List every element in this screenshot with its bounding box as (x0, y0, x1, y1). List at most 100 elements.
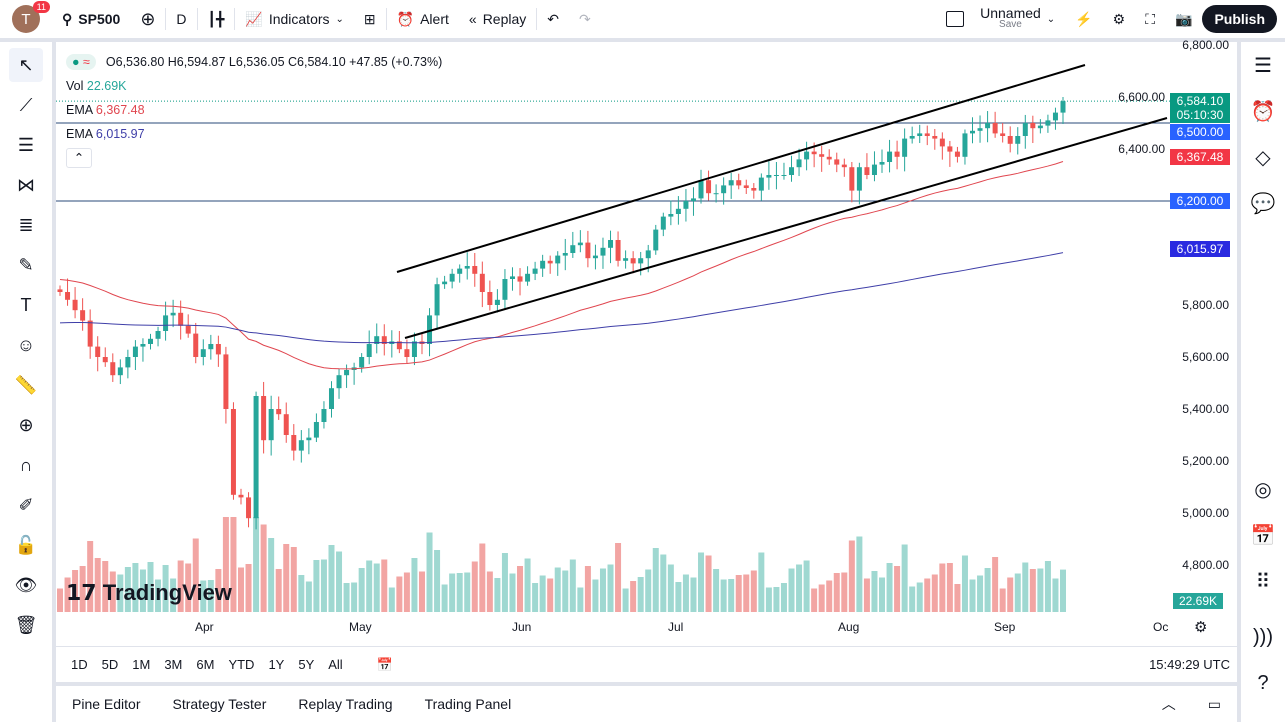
alert-button[interactable]: ⏰ Alert (387, 0, 459, 38)
tab-strategy-tester[interactable]: Strategy Tester (172, 696, 267, 712)
range-all[interactable]: All (328, 657, 343, 672)
volume-bar (909, 586, 916, 612)
volume-bar (124, 567, 131, 612)
avatar[interactable]: T 11 (12, 1, 50, 33)
volume-bar (652, 548, 659, 612)
range-ytd[interactable]: YTD (228, 657, 255, 672)
candle-body (600, 247, 606, 256)
volume-bar (848, 540, 855, 612)
candle-body (509, 276, 515, 279)
target-button[interactable]: ◎ (1241, 466, 1285, 512)
chart-type-button[interactable]: ┃╋ (198, 0, 235, 38)
ruler-tool[interactable]: 📏 (9, 368, 43, 402)
volume-bar (954, 584, 961, 612)
calendar-button[interactable]: 📅 (1241, 512, 1285, 558)
candle-body (743, 185, 749, 188)
candle-body (683, 201, 689, 209)
candle-body (140, 344, 146, 347)
compare-button[interactable]: ⊕ (130, 0, 165, 38)
interval-button[interactable]: D (176, 11, 187, 27)
redo-button[interactable]: ↷ (569, 0, 601, 38)
candle-body (766, 175, 772, 178)
volume-bar (592, 579, 599, 612)
visibility-tool[interactable]: 👁 (9, 568, 43, 602)
brush-tool[interactable]: ✎ (9, 248, 43, 282)
emoji-tool[interactable]: ☺ (9, 328, 43, 362)
pattern-tool[interactable]: ⋈ (9, 168, 43, 202)
candle-body (939, 138, 945, 147)
axis-settings-icon[interactable]: ⚙ (1194, 619, 1208, 636)
right-toolbar: ☰ ⏰ ◇ 💬 ◎ 📅 ⠿ ))) ? (1241, 42, 1285, 722)
lock-drawing-tool[interactable]: ✐ (9, 488, 43, 522)
watchlist-button[interactable]: ☰ (1241, 42, 1285, 88)
help-button[interactable]: ? (1241, 660, 1285, 706)
fullscreen-button[interactable]: ⛶ (1135, 0, 1165, 38)
tab-trading-panel[interactable]: Trading Panel (424, 696, 512, 712)
candle-body (570, 245, 576, 253)
candle-body (291, 435, 297, 451)
fib-tool[interactable]: ≣ (9, 208, 43, 242)
candle-body (796, 159, 802, 168)
range-5d[interactable]: 5D (101, 657, 119, 672)
object-tree-button[interactable]: ◇ (1241, 134, 1285, 180)
collapse-panel-icon[interactable]: ︿ (1161, 696, 1176, 712)
vol-label: Vol (66, 79, 84, 93)
maximize-panel-icon[interactable]: ▭ (1207, 695, 1221, 712)
symbol-search[interactable]: ⚲ SP500 (52, 0, 130, 38)
range-1d[interactable]: 1D (71, 657, 88, 672)
quick-search-button[interactable]: ⚡ (1065, 0, 1102, 38)
tab-replay-trading[interactable]: Replay Trading (298, 696, 393, 712)
candle-body (887, 151, 893, 162)
volume-bar (924, 578, 931, 612)
lock-icon: 🔓 (14, 534, 38, 555)
candle-body (864, 167, 870, 175)
range-1y[interactable]: 1Y (268, 657, 285, 672)
volume-bar (765, 587, 772, 612)
lock-tool[interactable]: 🔓 (9, 528, 43, 562)
zoom-tool[interactable]: ⊕ (9, 408, 43, 442)
publish-button[interactable]: Publish (1202, 5, 1277, 33)
replay-button[interactable]: « Replay (459, 0, 536, 38)
stream-button[interactable]: ))) (1241, 614, 1285, 660)
range-3m[interactable]: 3M (164, 657, 183, 672)
snapshot-button[interactable]: 📷 (1165, 0, 1202, 38)
collapse-legend-button[interactable]: ⌃ (66, 148, 92, 168)
candle-body (1007, 136, 1013, 144)
candle-body (72, 299, 78, 311)
candle-body (1022, 123, 1028, 136)
candle-body (132, 346, 138, 357)
ema1-tag: 6,367.48 (1170, 149, 1230, 165)
volume-bar (185, 563, 192, 612)
templates-button[interactable]: ⊞ (354, 0, 386, 38)
volume-bar (984, 568, 991, 612)
price-chart[interactable] (56, 42, 1237, 640)
date-range-icon[interactable]: 📅 (376, 656, 393, 672)
candle-body (638, 258, 644, 264)
magnet-tool[interactable]: ∩ (9, 448, 43, 482)
candle-body (306, 437, 312, 441)
ema-fast-line (59, 161, 1064, 370)
delete-tool[interactable]: 🗑 (9, 608, 43, 642)
indicators-button[interactable]: 📈 Indicators ⌄ (235, 0, 354, 38)
range-5y[interactable]: 5Y (298, 657, 315, 672)
range-1m[interactable]: 1M (132, 657, 151, 672)
cursor-tool[interactable]: ↖ (9, 48, 43, 82)
chart-pane[interactable]: ● ≈ O6,536.80 H6,594.87 L6,536.05 C6,584.… (56, 38, 1237, 682)
range-6m[interactable]: 6M (196, 657, 215, 672)
apps-button[interactable]: ⠿ (1241, 558, 1285, 604)
chat-button[interactable]: 💬 (1241, 180, 1285, 226)
horizontal-line-tool[interactable]: ☰ (9, 128, 43, 162)
settings-button[interactable]: ⚙ (1103, 0, 1136, 38)
divider (196, 8, 198, 30)
candle-body (555, 255, 561, 264)
candle-body (170, 312, 176, 316)
volume-bar (705, 555, 712, 612)
undo-button[interactable]: ↶ (537, 0, 569, 38)
tab-pine-editor[interactable]: Pine Editor (72, 696, 141, 712)
status-dots: ● ≈ (66, 54, 96, 70)
alerts-button[interactable]: ⏰ (1241, 88, 1285, 134)
volume-bar (411, 558, 418, 612)
trendline-tool[interactable]: ⟋ (9, 88, 43, 122)
text-tool[interactable]: T (9, 288, 43, 322)
layout-button[interactable]: Unnamed Save ⌄ (936, 0, 1065, 38)
